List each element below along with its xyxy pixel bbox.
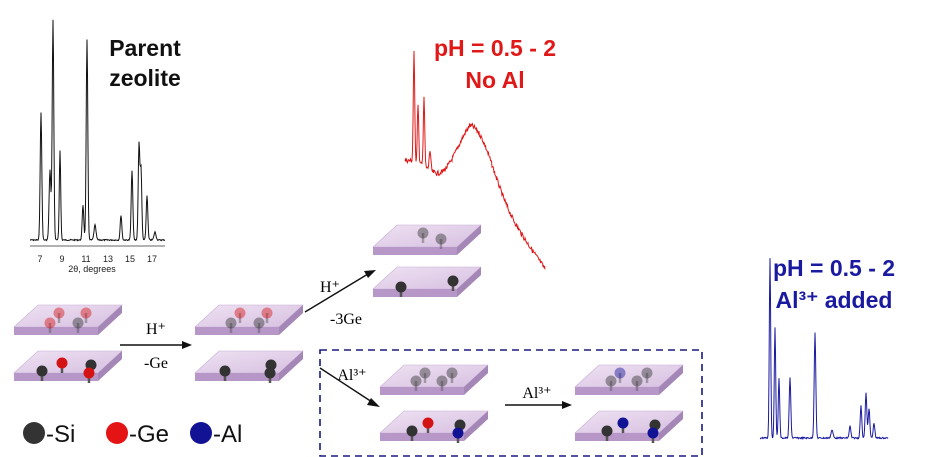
atom — [411, 376, 422, 387]
al-added-label: pH = 0.5 - 2 — [773, 255, 895, 281]
arrows — [120, 270, 572, 409]
legend-swatch — [23, 422, 45, 444]
zeolite-structure — [14, 305, 122, 383]
legend-swatch — [106, 422, 128, 444]
zeolite-structure — [195, 305, 303, 383]
x-tick-label: 9 — [59, 254, 64, 264]
x-tick-label: 13 — [103, 254, 113, 264]
atom — [226, 318, 237, 329]
x-tick-label: 15 — [125, 254, 135, 264]
legend-label: -Si — [46, 421, 75, 448]
no-al-label: pH = 0.5 - 2 — [434, 35, 556, 61]
zeolite-structure — [373, 225, 481, 297]
al-added-xrd-trace — [760, 258, 888, 439]
atom — [262, 308, 273, 319]
parent-label: Parent — [109, 35, 181, 61]
atom — [642, 368, 653, 379]
layer — [380, 411, 488, 441]
atom — [81, 308, 92, 319]
step-label: Al³⁺ — [522, 385, 551, 402]
step-label: H⁺ — [146, 321, 166, 338]
atom — [57, 358, 68, 369]
atom — [396, 282, 407, 293]
legend: -Si -Ge -Al — [23, 421, 242, 448]
layer — [575, 411, 683, 441]
legend-label: -Al — [213, 421, 242, 448]
layer — [14, 351, 122, 381]
x-tick-label: 7 — [37, 254, 42, 264]
step-label: -Ge — [144, 355, 168, 372]
atom — [423, 418, 434, 429]
atom — [73, 318, 84, 329]
atom — [453, 428, 464, 439]
legend-swatch — [190, 422, 212, 444]
arrow-head — [364, 270, 376, 278]
atom — [632, 376, 643, 387]
al-added-label: Al³⁺ added — [776, 287, 893, 313]
atom — [37, 366, 48, 377]
atom — [437, 376, 448, 387]
atom — [235, 308, 246, 319]
arrow-head — [182, 341, 192, 349]
atom — [448, 276, 459, 287]
legend-label: -Ge — [129, 421, 169, 448]
zeolite-structure — [575, 365, 683, 443]
parent-label: zeolite — [109, 65, 181, 91]
no-al-label: No Al — [465, 67, 524, 93]
zeolite-structure — [380, 365, 488, 443]
x-axis-label: 2θ, degrees — [68, 264, 116, 274]
atom — [615, 368, 626, 379]
atom — [602, 426, 613, 437]
layer — [195, 305, 303, 335]
atom — [407, 426, 418, 437]
atom — [84, 368, 95, 379]
atom — [418, 228, 429, 239]
layer — [380, 365, 488, 395]
layer — [14, 305, 122, 335]
layer — [575, 365, 683, 395]
step-label: -3Ge — [330, 311, 362, 328]
step-label: Al³⁺ — [337, 367, 366, 384]
atom — [618, 418, 629, 429]
layer — [195, 351, 303, 381]
x-tick-label: 11 — [81, 254, 90, 264]
atom — [220, 366, 231, 377]
atom — [54, 308, 65, 319]
arrow-head — [562, 401, 572, 409]
atom — [447, 368, 458, 379]
atom — [420, 368, 431, 379]
zeolite-structures — [14, 225, 683, 443]
atom — [254, 318, 265, 329]
atom — [606, 376, 617, 387]
atom — [265, 368, 276, 379]
parent-ticks: 7 9 11 13 15 17 2θ, degrees — [37, 254, 157, 274]
atom — [436, 234, 447, 245]
atom — [648, 428, 659, 439]
figure: 7 9 11 13 15 17 2θ, degrees Parent zeoli… — [0, 0, 938, 457]
layer — [373, 267, 481, 297]
step-label: H⁺ — [320, 279, 340, 296]
x-tick-label: 17 — [147, 254, 157, 264]
atom — [45, 318, 56, 329]
